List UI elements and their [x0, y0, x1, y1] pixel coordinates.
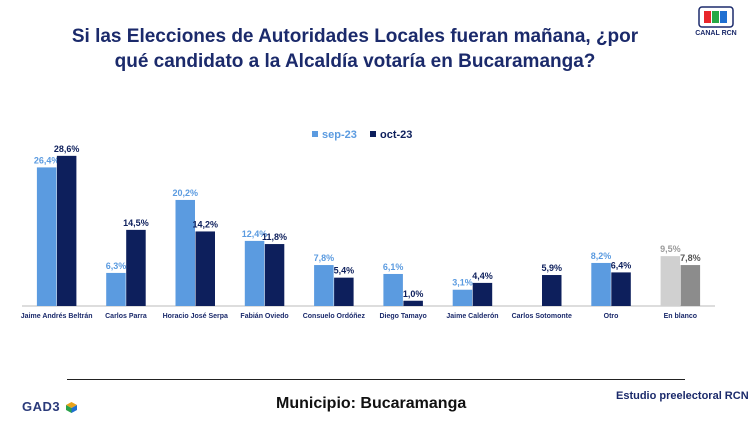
data-label-oct-23-3: 11,8% [262, 232, 287, 242]
bar-oct-23-5 [403, 300, 423, 306]
data-label-oct-23-7: 5,9% [541, 263, 562, 273]
category-label-9: En blanco [664, 313, 697, 320]
bar-oct-23-9 [680, 265, 701, 306]
chart-title-line-2: qué candidato a la Alcaldía votaría en B… [114, 51, 596, 72]
category-label-0: Jaime Andrés Beltrán [21, 313, 93, 320]
bar-oct-23-2 [195, 231, 215, 306]
legend-swatch-sep-23 [312, 131, 318, 137]
bar-sep-23-8 [591, 262, 611, 306]
data-label-oct-23-8: 6,4% [611, 260, 632, 270]
bar-sep-23-9 [660, 256, 681, 306]
category-label-6: Jaime Calderón [446, 313, 498, 320]
data-label-oct-23-6: 4,4% [472, 271, 493, 281]
bar-sep-23-2 [175, 199, 195, 306]
data-label-sep-23-1: 6,3% [106, 261, 127, 271]
data-label-sep-23-9: 9,5% [660, 244, 681, 254]
category-label-8: Otro [604, 313, 619, 320]
bar-oct-23-0 [56, 155, 77, 306]
category-label-5: Diego Tamayo [379, 313, 426, 320]
bar-oct-23-4 [334, 277, 354, 306]
cube-icon [66, 402, 78, 413]
bar-chart: sep-23 oct-23 26,4%28,6% Jaime Andrés Beltr… [21, 129, 715, 320]
study-label: Estudio preelectoral RCN [616, 390, 749, 402]
gad3-logo-text: GAD3 [22, 399, 61, 414]
bar-sep-23-4 [314, 265, 334, 306]
bar-sep-23-3 [244, 240, 265, 306]
bar-sep-23-0 [36, 167, 57, 306]
legend-label-sep-23: sep-23 [322, 129, 357, 141]
footer-divider [67, 379, 685, 380]
bar-oct-23-8 [611, 272, 631, 306]
data-label-sep-23-5: 6,1% [383, 262, 404, 272]
category-label-7: Carlos Sotomonte [512, 313, 572, 320]
data-label-sep-23-0: 26,4% [34, 155, 60, 165]
data-label-sep-23-8: 8,2% [591, 251, 612, 261]
data-label-oct-23-2: 14,2% [192, 219, 218, 229]
chart-title: Si las Elecciones de Autoridades Locales… [40, 24, 670, 74]
bar-sep-23-6 [452, 289, 473, 306]
data-label-sep-23-4: 7,8% [314, 253, 335, 263]
data-label-oct-23-9: 7,8% [680, 253, 701, 263]
data-label-sep-23-6: 3,1% [452, 278, 473, 288]
gad3-logo: GAD3 [22, 399, 78, 414]
bar-oct-23-6 [472, 282, 493, 306]
bar-oct-23-3 [264, 244, 285, 306]
legend-label-oct-23: oct-23 [380, 129, 412, 141]
logo-caption: CANAL RCN [695, 30, 737, 37]
chart-title-line-1: Si las Elecciones de Autoridades Locales… [71, 26, 639, 47]
legend-swatch-oct-23 [370, 131, 376, 137]
bar-oct-23-7 [542, 275, 562, 306]
category-label-2: Horacio José Serpa [163, 313, 228, 320]
data-label-oct-23-1: 14,5% [123, 218, 149, 228]
canal-rcn-logo: CANAL RCN [690, 6, 742, 40]
bar-oct-23-1 [126, 229, 146, 306]
data-label-oct-23-0: 28,6% [54, 144, 80, 154]
category-label-1: Carlos Parra [105, 313, 147, 320]
municipio-label: Municipio: Bucaramanga [276, 395, 467, 412]
rcn-logo-icon [698, 6, 734, 28]
category-label-3: Fabián Oviedo [240, 313, 288, 320]
data-label-sep-23-2: 20,2% [172, 188, 198, 198]
bar-sep-23-1 [106, 272, 126, 306]
data-label-oct-23-5: 1,0% [403, 289, 424, 299]
data-label-oct-23-4: 5,4% [334, 266, 355, 276]
bar-sep-23-5 [383, 273, 403, 306]
category-label-4: Consuelo Ordóñez [303, 313, 366, 320]
data-label-sep-23-3: 12,4% [242, 229, 268, 239]
